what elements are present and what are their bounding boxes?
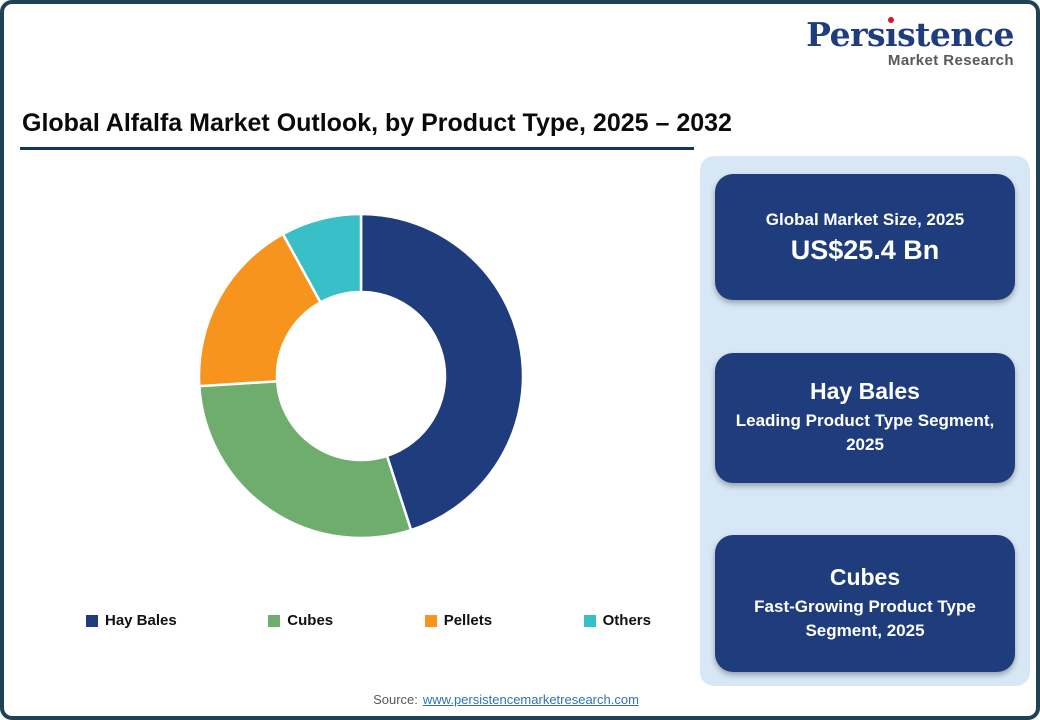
donut-slice-hay-bales — [359, 212, 525, 532]
fast-growing-segment-card: Cubes Fast-Growing Product Type Segment,… — [715, 535, 1015, 672]
leading-segment-card: Hay Bales Leading Product Type Segment, … — [715, 352, 1015, 483]
page-title: Global Alfalfa Market Outlook, by Produc… — [22, 109, 732, 137]
market-size-card: Global Market Size, 2025 US$25.4 Bn — [715, 174, 1015, 300]
card-subtitle: Fast-Growing Product Type Segment, 2025 — [754, 597, 976, 640]
legend-label-hay-bales: Hay Bales — [105, 612, 177, 629]
donut-slice-pellets — [197, 232, 322, 388]
legend-label-cubes: Cubes — [287, 612, 334, 629]
logo-red-dot-icon — [888, 17, 895, 23]
donut-slice-cubes — [198, 380, 413, 540]
logo-red-dot-i: ı — [885, 15, 898, 54]
card-title: Cubes — [829, 564, 901, 591]
card-title: Global Market Size, 2025 — [765, 209, 965, 229]
donut-slice-others — [281, 212, 363, 304]
brand-name: Persı stence — [806, 15, 1014, 54]
card-subtitle: Leading Product Type Segment, 2025 — [735, 411, 995, 454]
chart-legend: Hay Bales Cubes Pellets Others — [86, 612, 651, 629]
brand-logo: Persı stence Market Research — [806, 15, 1014, 69]
brand-tagline: Market Research — [887, 51, 1014, 69]
legend-label-pellets: Pellets — [443, 612, 493, 629]
legend-swatch-pellets — [424, 614, 437, 627]
legend-swatch-others — [583, 614, 596, 627]
legend-swatch-cubes — [268, 614, 281, 627]
legend-swatch-hay-bales — [86, 614, 98, 627]
card-value: US$25.4 Bn — [790, 235, 940, 266]
source-link[interactable]: www.persistencemarketresearch.com — [422, 692, 639, 707]
legend-item-hay-bales: Hay Bales — [86, 612, 177, 629]
legend-item-others: Others — [583, 612, 651, 629]
donut-chart — [197, 212, 525, 540]
source-prefix: Source: — [373, 692, 418, 707]
source-line: Source: www.persistencemarketresearch.com — [4, 692, 1036, 707]
title-underline — [20, 147, 694, 150]
legend-item-pellets: Pellets — [424, 612, 493, 629]
highlights-panel: Global Market Size, 2025 US$25.4 Bn Hay … — [700, 156, 1030, 686]
card-title: Hay Bales — [810, 378, 920, 405]
legend-item-cubes: Cubes — [268, 612, 333, 629]
legend-label-others: Others — [602, 612, 651, 629]
